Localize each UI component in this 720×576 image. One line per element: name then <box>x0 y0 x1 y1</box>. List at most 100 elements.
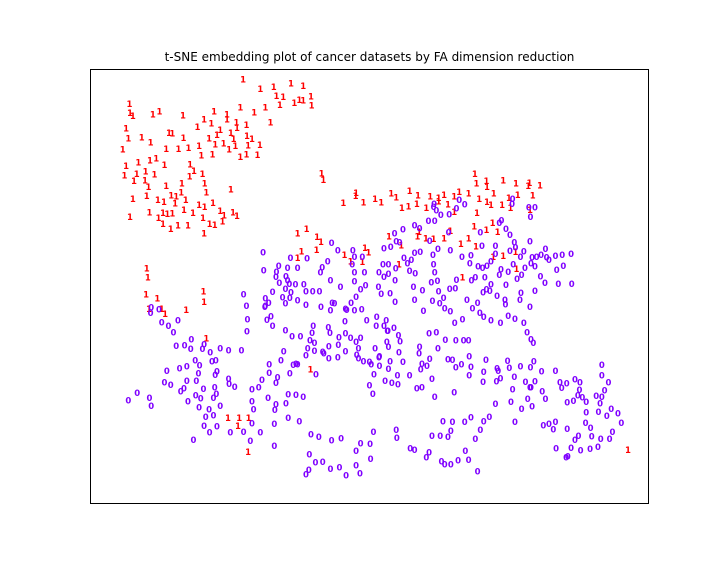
point-label-1-46: 1 <box>196 142 202 152</box>
point-label-1-144: 1 <box>500 177 506 187</box>
point-label-1-102: 1 <box>210 199 216 209</box>
point-label-0-0: 0 <box>510 195 516 205</box>
point-label-0-308: 0 <box>583 408 589 418</box>
point-label-1-183: 1 <box>447 227 453 237</box>
point-label-0-80: 0 <box>525 395 531 405</box>
point-label-0-145: 0 <box>287 294 293 304</box>
point-label-0-214: 0 <box>456 196 462 206</box>
point-label-1-131: 1 <box>423 204 429 214</box>
point-label-1-119: 1 <box>353 192 359 202</box>
point-label-1-92: 1 <box>164 210 170 220</box>
point-label-0-309: 0 <box>593 392 599 402</box>
point-label-0-432: 0 <box>227 429 233 439</box>
point-label-0-107: 0 <box>419 383 425 393</box>
point-label-1-69: 1 <box>226 146 232 156</box>
point-label-0-225: 0 <box>453 276 459 286</box>
point-label-0-306: 0 <box>588 424 594 434</box>
point-label-0-3: 0 <box>528 213 534 223</box>
point-label-0-376: 0 <box>287 369 293 379</box>
point-label-0-302: 0 <box>565 453 571 463</box>
point-label-0-65: 0 <box>458 360 464 370</box>
point-label-1-184: 1 <box>458 240 464 250</box>
point-label-0-428: 0 <box>257 428 263 438</box>
point-label-0-385: 0 <box>273 401 279 411</box>
point-label-0-354: 0 <box>329 239 335 249</box>
point-label-0-117: 0 <box>400 358 406 368</box>
point-label-1-207: 1 <box>235 422 241 432</box>
point-label-0-453: 0 <box>159 319 165 329</box>
point-label-0-482: 0 <box>212 383 218 393</box>
point-label-1-111: 1 <box>168 225 174 235</box>
point-label-0-319: 0 <box>527 384 533 394</box>
point-label-0-188: 0 <box>352 269 358 279</box>
point-label-0-204: 0 <box>392 230 398 240</box>
point-label-0-47: 0 <box>464 296 470 306</box>
point-label-0-389: 0 <box>249 398 255 408</box>
point-label-0-437: 0 <box>196 404 202 414</box>
point-label-1-132: 1 <box>399 204 405 214</box>
point-label-0-56: 0 <box>392 298 398 308</box>
point-label-0-35: 0 <box>542 279 548 289</box>
point-label-0-219: 0 <box>492 250 498 260</box>
point-label-1-191: 1 <box>460 273 466 283</box>
point-label-0-139: 0 <box>241 291 247 301</box>
point-label-1-42: 1 <box>120 146 126 156</box>
point-label-0-346: 0 <box>348 299 354 309</box>
point-label-1-80: 1 <box>163 182 169 192</box>
point-label-1-166: 1 <box>314 233 320 243</box>
point-label-0-78: 0 <box>539 388 545 398</box>
point-label-0-446: 0 <box>211 394 217 404</box>
plot-frame <box>90 69 649 504</box>
point-label-0-73: 0 <box>511 373 517 383</box>
point-label-0-480: 0 <box>193 377 199 387</box>
point-label-0-223: 0 <box>435 277 441 287</box>
point-label-0-141: 0 <box>262 303 268 313</box>
point-label-0-100: 0 <box>384 327 390 337</box>
point-label-0-81: 0 <box>519 405 525 415</box>
point-label-1-52: 1 <box>181 134 187 144</box>
point-label-0-264: 0 <box>488 317 494 327</box>
point-label-0-300: 0 <box>553 445 559 455</box>
point-label-0-297: 0 <box>550 426 556 436</box>
point-label-0-152: 0 <box>292 281 298 291</box>
point-label-0-359: 0 <box>283 272 289 282</box>
point-label-1-143: 1 <box>491 190 497 200</box>
point-label-0-396: 0 <box>316 433 322 443</box>
point-label-1-49: 1 <box>232 142 238 152</box>
point-label-0-392: 0 <box>272 406 278 416</box>
point-label-0-357: 0 <box>295 264 301 274</box>
point-label-1-145: 1 <box>513 180 519 190</box>
point-label-0-404: 0 <box>393 426 399 436</box>
point-label-0-388: 0 <box>249 385 255 395</box>
point-label-0-475: 0 <box>162 379 168 389</box>
point-label-0-202: 0 <box>412 249 418 259</box>
point-label-1-124: 1 <box>388 190 394 200</box>
point-label-0-377: 0 <box>275 373 281 383</box>
point-label-0-450: 0 <box>197 362 203 372</box>
point-label-0-162: 0 <box>352 307 358 317</box>
point-label-0-93: 0 <box>440 418 446 428</box>
point-label-1-149: 1 <box>525 182 531 192</box>
point-label-1-113: 1 <box>185 222 191 232</box>
point-label-1-20: 1 <box>251 109 257 119</box>
point-label-1-84: 1 <box>155 196 161 206</box>
point-label-1-73: 1 <box>255 151 261 161</box>
point-label-0-79: 0 <box>543 395 549 405</box>
point-label-0-455: 0 <box>148 304 154 314</box>
point-label-0-46: 0 <box>475 299 481 309</box>
point-label-1-88: 1 <box>178 188 184 198</box>
point-label-0-340: 0 <box>372 344 378 354</box>
point-label-1-90: 1 <box>203 188 209 198</box>
point-label-0-371: 0 <box>327 329 333 339</box>
point-label-0-298: 0 <box>546 420 552 430</box>
point-label-0-278: 0 <box>570 397 576 407</box>
point-label-0-201: 0 <box>401 254 407 264</box>
point-label-0-257: 0 <box>442 304 448 314</box>
point-label-0-85: 0 <box>512 418 518 428</box>
point-label-0-220: 0 <box>430 251 436 261</box>
point-label-1-182: 1 <box>441 234 447 244</box>
point-label-0-460: 0 <box>173 342 179 352</box>
point-label-0-28: 0 <box>496 271 502 281</box>
point-label-1-28: 1 <box>243 121 249 131</box>
point-label-0-18: 0 <box>559 251 565 261</box>
